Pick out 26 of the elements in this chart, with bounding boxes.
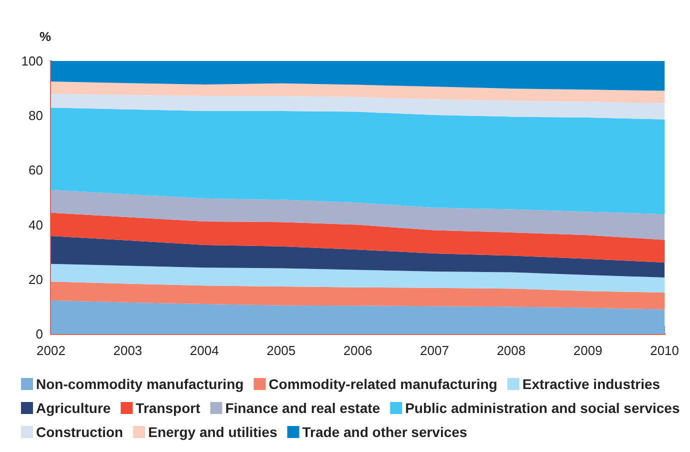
- y-tick-label: 40: [28, 217, 43, 232]
- x-tick-label: 2004: [190, 343, 219, 358]
- x-tick-label: 2008: [496, 343, 526, 358]
- y-tick-label: 0: [36, 326, 43, 342]
- x-tick-label: 2007: [420, 343, 449, 358]
- legend-label: Non-commodity manufacturing: [36, 376, 244, 392]
- y-tick-label: 100: [21, 54, 43, 68]
- legend-label: Construction: [36, 424, 124, 440]
- y-tick-label: 60: [28, 162, 43, 178]
- x-tick-label: 2002: [36, 343, 66, 358]
- legend-label: Agriculture: [36, 400, 111, 416]
- x-tick-label: 2006: [343, 343, 372, 358]
- legend-label: Finance and real estate: [225, 400, 380, 416]
- legend-label: Commodity-related manufacturing: [268, 376, 498, 392]
- legend-label: Energy and utilities: [148, 424, 278, 440]
- legend-label: Extractive industries: [522, 376, 660, 392]
- legend-label: Transport: [136, 400, 201, 416]
- x-tick-label: 2005: [266, 343, 296, 358]
- x-tick-label: 2010: [650, 343, 679, 358]
- y-tick-label: 80: [28, 108, 43, 124]
- legend-label: Public administration and social services: [405, 400, 680, 416]
- y-axis-title: %: [39, 29, 52, 44]
- x-tick-label: 2003: [113, 343, 142, 358]
- y-tick-label: 20: [28, 272, 43, 287]
- x-tick-label: 2009: [573, 343, 602, 358]
- legend-label: Trade and other services: [302, 424, 468, 440]
